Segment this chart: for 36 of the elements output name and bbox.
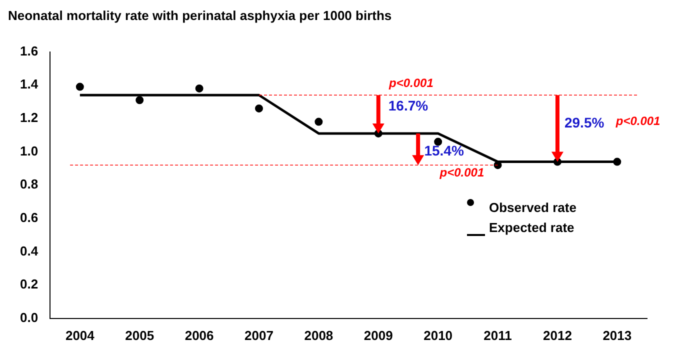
y-tick-label: 0.2 [20,276,38,292]
x-tick-label: 2007 [244,328,274,343]
point [314,118,323,126]
x-tick-label: 2013 [602,328,632,343]
annotation: 15.4% [424,142,464,159]
annotation: 16.7% [388,98,429,114]
y-tick-label: 1.4 [20,76,39,92]
x-tick-label: 2009 [364,328,393,343]
y-tick-label: 0.0 [20,310,38,325]
point [434,138,442,146]
point [254,104,263,112]
y-tick-label: 1.2 [20,110,38,126]
legend-label: Observed rate [488,199,576,218]
point [136,96,144,104]
y-tick-label: 0.8 [20,176,38,192]
y-tick-label: 0.4 [20,243,39,258]
y-tick-label: 1.0 [20,143,38,158]
annotation: p<0.001 [388,76,434,90]
annotation: p<0.001 [614,114,661,128]
point [613,158,622,166]
x-tick-label: 2010 [424,328,453,343]
x-tick-label: 2005 [125,328,154,343]
y-tick-label: 1.6 [20,43,38,58]
x-tick-label: 2012 [543,328,572,343]
chart-title: Neonatal mortality rate with perinatal asphyxia per 1000 births [8,8,393,25]
x-tick-label: 2011 [484,328,512,343]
point [76,82,84,91]
y-tick-label: 0.6 [20,210,38,226]
legend-label: Expected rate [488,219,576,238]
annotation: p<0.001 [438,166,484,180]
x-tick-label: 2006 [184,328,214,343]
annotation: 29.5% [564,114,605,130]
point [195,84,204,92]
x-tick-label: 2008 [304,328,334,343]
x-tick-label: 2004 [65,328,96,343]
point [494,161,502,170]
